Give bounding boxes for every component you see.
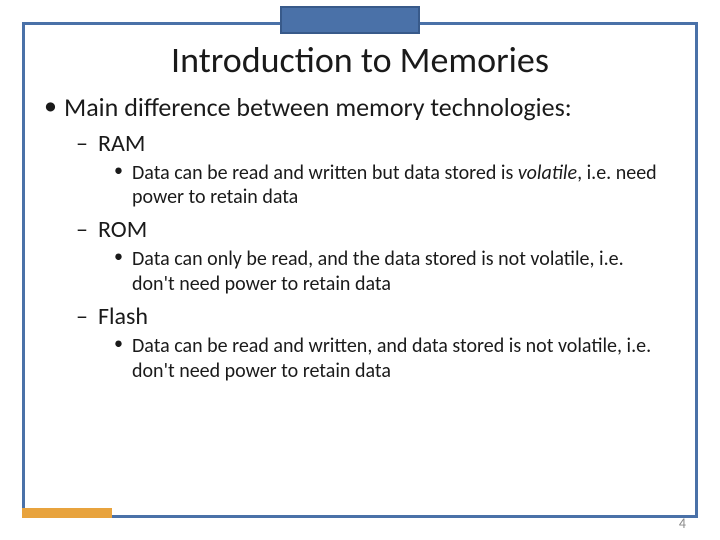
top-accent-box <box>280 6 420 34</box>
bullet-level3-rom-desc: Data can only be read, and the data stor… <box>42 247 678 296</box>
bottom-accent-bar <box>22 508 112 518</box>
bullet-level2-rom: ROM <box>42 215 678 245</box>
slide-content: Main difference between memory technolog… <box>42 92 678 389</box>
slide: Introduction to Memories Main difference… <box>0 0 720 540</box>
text-span: Data can be read and written but data st… <box>132 161 518 185</box>
bullet-level3-ram-desc: Data can be read and written but data st… <box>42 161 678 210</box>
bullet-level1: Main difference between memory technolog… <box>42 92 678 123</box>
bullet-level2-ram: RAM <box>42 129 678 159</box>
bullet-level3-flash-desc: Data can be read and written, and data s… <box>42 334 678 383</box>
bullet-level2-flash: Flash <box>42 302 678 332</box>
slide-title: Introduction to Memories <box>0 38 720 82</box>
italic-text: volatile <box>518 161 577 185</box>
page-number: 4 <box>679 515 686 532</box>
text-span: Data can be read and written, and data s… <box>132 334 651 382</box>
text-span: Data can only be read, and the data stor… <box>132 247 624 295</box>
